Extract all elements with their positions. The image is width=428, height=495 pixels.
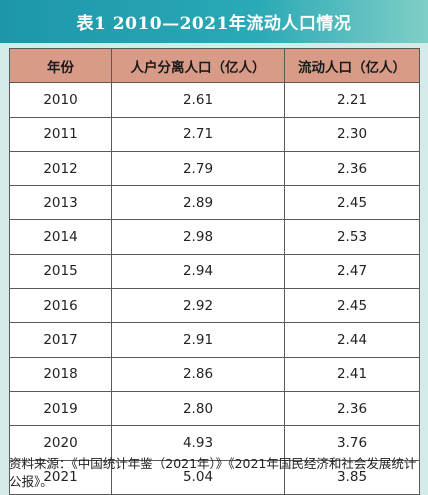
cell-year: 2011 [9,116,112,152]
cell-year: 2018 [9,356,112,392]
cell-separated: 2.79 [111,150,285,187]
cell-floating: 2.41 [284,356,420,392]
cell-separated: 2.86 [111,356,285,392]
cell-year: 2017 [9,322,112,358]
cell-separated: 2.92 [111,288,285,324]
cell-year: 2012 [9,150,112,187]
cell-year: 2013 [9,185,112,221]
table-title-bar: 表1 2010—2021年流动人口情况 [0,0,428,43]
table-title: 表1 2010—2021年流动人口情况 [76,14,352,34]
header-floating-population: 流动人口（亿人） [284,47,420,84]
cell-separated: 2.91 [111,322,285,358]
cell-floating: 2.53 [284,219,420,255]
cell-floating: 2.36 [284,390,420,427]
table-row: 2014 2.98 2.53 [9,219,420,255]
table-row: 2013 2.89 2.45 [9,185,420,221]
cell-separated: 2.61 [111,82,285,118]
table-row: 2017 2.91 2.44 [9,322,420,358]
table-row: 2021 5.04 3.85 [9,459,420,495]
cell-year: 2019 [9,390,112,427]
table-row: 2011 2.71 2.30 [9,116,420,152]
cell-year: 2010 [9,82,112,118]
header-year: 年份 [9,47,112,84]
table-row: 2010 2.61 2.21 [9,82,420,118]
table-row: 2019 2.80 2.36 [9,390,420,427]
cell-separated: 2.94 [111,253,285,290]
cell-floating: 3.85 [284,459,420,495]
cell-separated: 2.98 [111,219,285,255]
cell-floating: 2.45 [284,185,420,221]
cell-separated: 5.04 [111,459,285,495]
cell-separated: 2.80 [111,390,285,427]
source-note: 资料来源：《中国统计年鉴（2021年）》《2021年国民经济和社会发展统计公报》… [9,456,417,489]
cell-year: 2021 [9,459,112,495]
cell-floating: 2.44 [284,322,420,358]
header-separated-population: 人户分离人口（亿人） [111,47,285,84]
cell-year: 2020 [9,425,112,461]
cell-separated: 2.89 [111,185,285,221]
cell-year: 2015 [9,253,112,290]
table-row: 2018 2.86 2.41 [9,356,420,392]
table-row: 2016 2.92 2.45 [9,288,420,324]
population-table: 年份 人户分离人口（亿人） 流动人口（亿人） 2010 2.61 2.21 20… [9,47,420,495]
table-row: 2015 2.94 2.47 [9,253,420,290]
cell-floating: 2.47 [284,253,420,290]
cell-floating: 2.45 [284,288,420,324]
cell-year: 2014 [9,219,112,255]
cell-year: 2016 [9,288,112,324]
table-row: 2012 2.79 2.36 [9,150,420,187]
table-row: 2020 4.93 3.76 [9,425,420,461]
table-header-row: 年份 人户分离人口（亿人） 流动人口（亿人） [9,47,420,84]
cell-separated: 2.71 [111,116,285,152]
cell-floating: 2.36 [284,150,420,187]
cell-floating: 2.30 [284,116,420,152]
cell-floating: 2.21 [284,82,420,118]
